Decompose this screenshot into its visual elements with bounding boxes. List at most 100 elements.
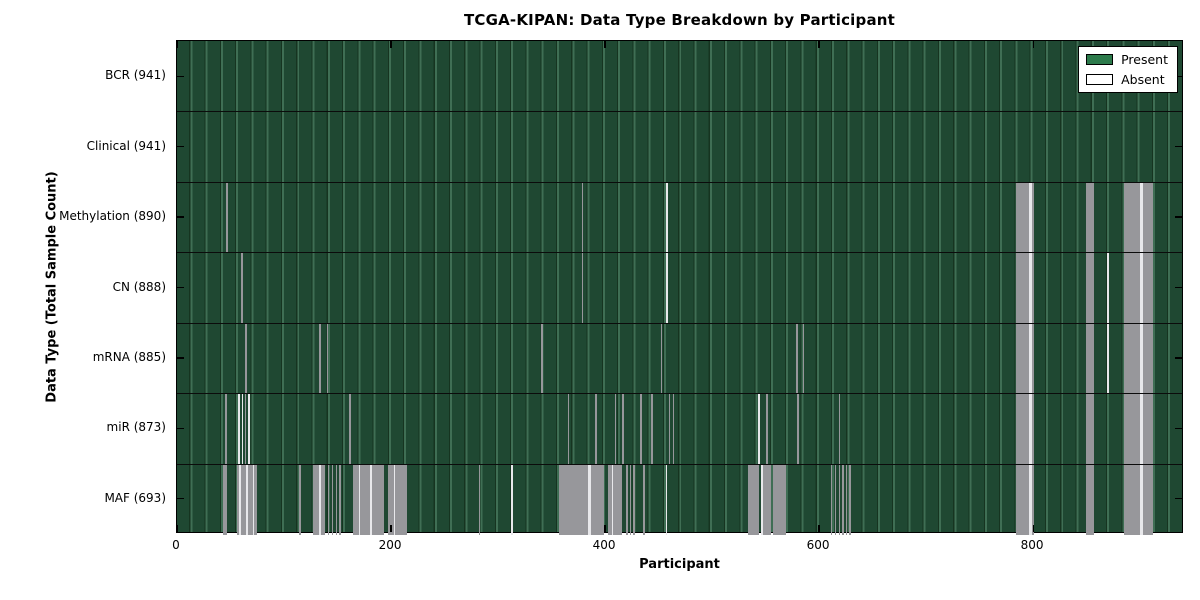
y-tick: [1175, 498, 1182, 500]
absent-stripe: [639, 394, 642, 465]
absent-stripe: [223, 464, 228, 535]
absent-stripe: [393, 464, 396, 535]
legend: Present Absent: [1078, 46, 1178, 93]
absent-stripe: [1139, 253, 1144, 324]
heatmap-row-methylation: [177, 181, 1182, 254]
absent-stripe: [244, 323, 247, 395]
legend-label-present: Present: [1121, 52, 1168, 67]
absent-stripe: [607, 464, 623, 535]
y-tick: [177, 357, 184, 359]
absent-stripe: [1029, 394, 1032, 465]
x-tick-label: 600: [806, 538, 830, 552]
y-tick: [177, 286, 184, 289]
absent-stripe: [666, 182, 668, 254]
absent-stripe: [611, 464, 614, 535]
absent-stripe: [1139, 464, 1144, 535]
heatmap-row-cn: [177, 252, 1182, 324]
absent-stripe: [1124, 253, 1154, 324]
absent-stripe: [319, 464, 321, 535]
absent-stripe: [1085, 323, 1095, 395]
y-tick: [1175, 357, 1182, 359]
absent-stripe: [252, 464, 255, 535]
heatmap-row-mir: [177, 393, 1182, 465]
absent-stripe: [666, 253, 668, 324]
absent-stripe: [760, 464, 771, 535]
y-tick: [1175, 286, 1182, 289]
absent-stripe: [1085, 182, 1095, 254]
y-tick-label-clinical: Clinical (941): [86, 138, 166, 153]
absent-stripe: [581, 253, 584, 324]
absent-stripe: [1029, 253, 1032, 324]
x-tick: [818, 41, 820, 48]
x-tick: [176, 525, 178, 532]
y-tick: [1175, 146, 1182, 148]
absent-stripe: [1124, 394, 1154, 465]
y-tick-label-maf: MAF (693): [104, 490, 166, 505]
absent-stripe: [802, 323, 805, 395]
x-tick: [604, 41, 606, 48]
absent-stripe: [1016, 394, 1034, 465]
legend-item-absent: Absent: [1086, 73, 1168, 86]
absent-stripe: [238, 394, 240, 465]
absent-stripe: [761, 464, 763, 535]
absent-stripe: [845, 464, 848, 535]
absent-stripe: [1139, 182, 1144, 254]
x-tick: [390, 525, 392, 532]
absent-stripe: [349, 394, 352, 465]
legend-label-absent: Absent: [1121, 72, 1165, 87]
absent-stripe: [1029, 323, 1032, 395]
absent-stripe: [1124, 182, 1154, 254]
x-tick: [818, 525, 820, 532]
x-tick: [1032, 525, 1034, 532]
y-tick: [1175, 427, 1182, 429]
absent-stripe: [665, 464, 668, 535]
absent-stripe: [614, 394, 617, 465]
absent-stripe: [1124, 464, 1154, 535]
y-tick-label-mrna: mRNA (885): [92, 349, 166, 364]
absent-stripe: [511, 464, 513, 535]
heatmap-row-mrna: [177, 322, 1182, 395]
absent-stripe: [1029, 182, 1032, 254]
absent-stripe: [1124, 323, 1154, 395]
x-axis-label: Participant: [639, 557, 720, 572]
heatmap-row-clinical: [177, 111, 1182, 182]
absent-stripe: [241, 394, 244, 465]
x-tick: [176, 41, 178, 48]
absent-stripe: [246, 464, 248, 535]
legend-swatch-absent-icon: [1086, 74, 1114, 85]
absent-stripe: [748, 464, 760, 535]
absent-stripe: [558, 464, 605, 535]
x-tick-label: 400: [592, 538, 616, 552]
absent-stripe: [838, 394, 841, 465]
absent-stripe: [834, 464, 837, 535]
absent-stripe: [1139, 323, 1144, 395]
absent-stripe: [1016, 464, 1034, 535]
absent-stripe: [633, 464, 635, 535]
absent-stripe: [370, 464, 372, 535]
heatmap-row-bcr: [177, 41, 1182, 111]
absent-stripe: [339, 464, 341, 535]
absent-stripe: [1029, 464, 1032, 535]
y-tick: [177, 75, 184, 77]
absent-stripe: [1085, 394, 1095, 465]
absent-stripe: [1016, 182, 1034, 254]
absent-stripe: [244, 394, 247, 465]
absent-stripe: [478, 464, 481, 535]
absent-stripe: [830, 464, 833, 535]
x-tick-label: 0: [172, 538, 180, 552]
x-tick-label: 800: [1020, 538, 1044, 552]
absent-stripe: [629, 464, 632, 535]
absent-stripe: [838, 464, 841, 535]
plot-area: Present Absent: [176, 40, 1183, 535]
absent-stripe: [331, 464, 334, 535]
absent-stripe: [796, 394, 799, 465]
absent-stripe: [660, 323, 663, 395]
y-tick: [177, 498, 184, 500]
y-tick: [1175, 216, 1182, 218]
absent-stripe: [327, 464, 330, 535]
absent-stripe: [238, 464, 241, 535]
y-tick: [177, 427, 184, 429]
legend-swatch-present-icon: [1086, 54, 1114, 65]
absent-stripe: [622, 394, 624, 465]
